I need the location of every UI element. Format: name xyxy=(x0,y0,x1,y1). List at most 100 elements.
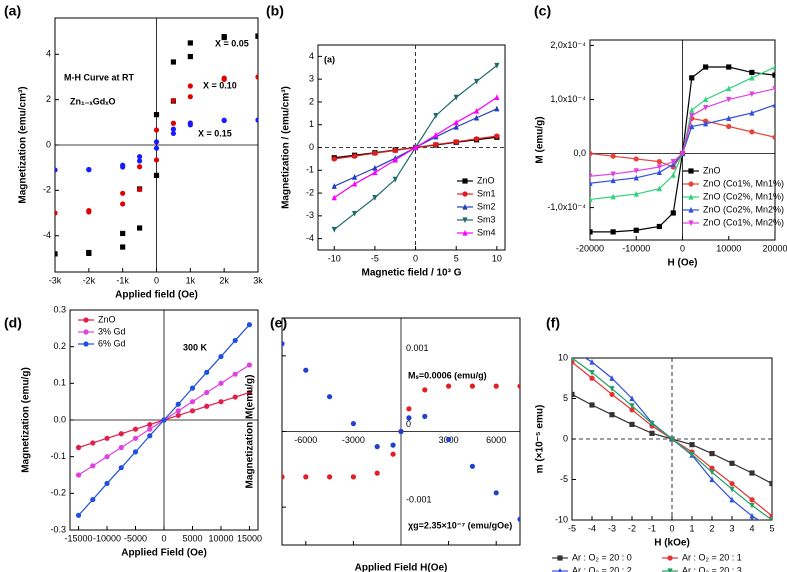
data-point xyxy=(633,190,639,197)
x-tick-label: 0 xyxy=(161,533,166,543)
data-point xyxy=(572,358,574,362)
plot-area xyxy=(572,358,772,520)
data-point xyxy=(656,169,662,176)
data-point xyxy=(422,413,428,419)
data-point xyxy=(656,159,662,165)
data-point xyxy=(669,436,675,443)
data-point xyxy=(136,186,143,193)
x-axis-label: Applied Field H(Oe) xyxy=(355,563,448,572)
data-point xyxy=(469,463,475,469)
x-tick-label: -3k xyxy=(49,275,62,285)
data-point xyxy=(494,133,500,139)
data-point xyxy=(246,389,253,396)
data-point xyxy=(494,105,500,112)
data-point xyxy=(769,513,772,519)
data-point xyxy=(161,417,167,423)
data-point xyxy=(331,156,337,162)
y-axis-label: Magnetization M(emu/g) xyxy=(245,375,256,489)
data-point xyxy=(221,117,227,124)
y-tick-label: 10 xyxy=(558,352,568,362)
data-point xyxy=(187,53,193,60)
data-point xyxy=(609,386,615,392)
data-point xyxy=(104,435,110,441)
data-point xyxy=(147,433,153,439)
data-point xyxy=(132,449,139,455)
data-point xyxy=(153,139,160,145)
data-point xyxy=(772,86,775,92)
annotation: χg=2.35×10⁻⁷ (emu/gOe) xyxy=(408,520,512,530)
data-point xyxy=(670,172,676,178)
y-tick-label: 0,0 xyxy=(573,148,586,158)
data-point xyxy=(120,201,126,207)
legend-marker xyxy=(688,220,694,227)
legend-marker xyxy=(667,555,673,561)
data-point xyxy=(170,59,177,65)
data-point xyxy=(232,337,238,344)
data-point xyxy=(189,399,196,405)
legend-label: ZnO xyxy=(477,175,495,185)
y-tick-label: 0.001 xyxy=(406,343,429,353)
plot-area xyxy=(75,322,253,518)
data-point xyxy=(749,91,755,98)
data-point xyxy=(590,196,593,203)
legend-marker xyxy=(557,555,563,561)
x-axis-label: H (Oe) xyxy=(668,258,698,269)
data-point xyxy=(689,451,695,458)
data-point xyxy=(629,421,635,428)
x-tick-label: -10000 xyxy=(622,243,650,253)
y-tick-label: 2 xyxy=(46,94,51,104)
x-tick-label: 3k xyxy=(253,275,263,285)
legend-marker xyxy=(688,181,694,187)
data-point xyxy=(170,97,177,104)
annotation: Mₛ=0.0006 (emu/g) xyxy=(408,370,487,380)
x-tick-label: -2 xyxy=(628,523,636,533)
annotation: X = 0.05 xyxy=(215,38,249,48)
data-point xyxy=(473,78,480,85)
data-point xyxy=(187,122,193,128)
data-point xyxy=(517,516,520,522)
x-tick-label: 1 xyxy=(689,523,694,533)
data-point xyxy=(590,180,593,186)
data-point xyxy=(772,101,775,108)
data-point xyxy=(749,502,755,509)
data-point xyxy=(656,164,662,171)
x-axis-label: H (kOe) xyxy=(654,538,690,549)
y-tick-label: 0 xyxy=(563,433,568,443)
data-point xyxy=(446,383,452,389)
legend-label: ZnO xyxy=(703,165,721,175)
data-point xyxy=(120,190,126,196)
data-point xyxy=(331,194,337,201)
legend-label: ZnO (Co2%, Mn2%) xyxy=(703,204,784,214)
x-tick-label: -5 xyxy=(371,253,379,263)
y-axis-label: M (emu/g) xyxy=(535,116,546,163)
legend-marker xyxy=(462,178,468,184)
data-point xyxy=(246,322,253,328)
y-tick-label: -0.3 xyxy=(50,524,66,534)
legend-marker xyxy=(688,206,694,213)
data-point xyxy=(55,251,58,257)
data-point xyxy=(136,225,143,231)
data-point xyxy=(649,430,655,436)
data-point xyxy=(351,210,358,217)
y-tick-label: 5 xyxy=(563,393,568,403)
data-point xyxy=(153,112,160,118)
data-point xyxy=(120,164,126,170)
legend-label: Sm2 xyxy=(477,201,496,211)
data-point xyxy=(118,444,124,451)
data-point xyxy=(392,147,398,154)
y-tick-label: -4 xyxy=(306,233,314,243)
data-point xyxy=(610,153,616,159)
data-point xyxy=(153,172,160,178)
data-point xyxy=(749,497,755,503)
y-tick-label: -10 xyxy=(555,514,568,524)
data-point xyxy=(282,341,285,347)
data-point xyxy=(86,167,92,173)
data-point xyxy=(656,223,662,230)
x-tick-label: -1 xyxy=(648,523,656,533)
x-tick-label: 2 xyxy=(709,523,714,533)
x-tick-label: 0 xyxy=(680,243,685,253)
data-point xyxy=(232,394,238,400)
data-point xyxy=(453,123,459,130)
data-point xyxy=(374,470,380,476)
data-point xyxy=(351,174,358,180)
